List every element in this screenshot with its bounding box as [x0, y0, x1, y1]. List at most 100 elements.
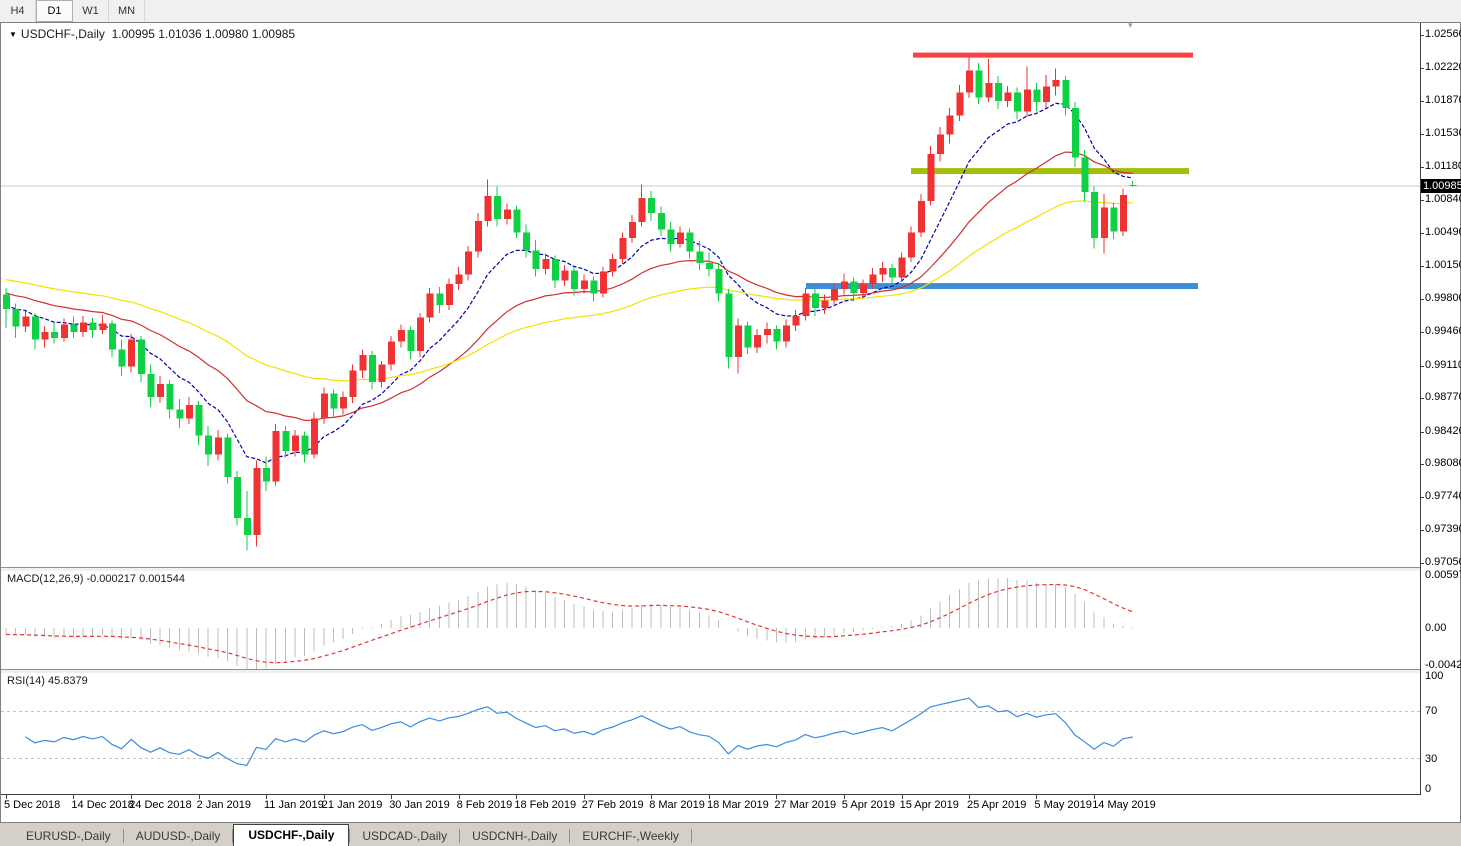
chart-window: ▼ USDCHF-,Daily 1.00995 1.01036 1.00980 1…	[0, 20, 1461, 823]
macd-axis-label: 0.00	[1425, 622, 1447, 634]
price-axis-tick	[1420, 496, 1424, 498]
chart-tab-eurusd[interactable]: EURUSD-,Daily	[26, 829, 111, 843]
chart-tab-usdcnh[interactable]: USDCNH-,Daily	[472, 829, 558, 843]
price-axis-label: 0.99800	[1425, 292, 1461, 305]
price-axis-label: 0.97390	[1425, 523, 1461, 536]
timeframe-button-h4[interactable]: H4	[0, 0, 36, 22]
price-axis-tick	[1420, 233, 1424, 235]
date-axis-label: 14 Dec 2018	[71, 799, 134, 811]
date-axis-label: 5 Apr 2019	[841, 799, 896, 811]
current-price-tag: 1.00985	[1421, 178, 1461, 193]
rsi-axis-label: 70	[1425, 705, 1438, 718]
tab-separator	[349, 829, 351, 843]
date-axis-label: 8 Feb 2019	[456, 799, 513, 811]
support-line[interactable]	[806, 283, 1198, 290]
date-axis-tick	[323, 795, 325, 799]
chart-tab-eurchf[interactable]: EURCHF-,Weekly	[582, 829, 679, 843]
price-axis[interactable]	[1421, 23, 1458, 794]
date-axis-tick	[969, 795, 970, 799]
date-axis-label: 2 Jan 2019	[196, 799, 252, 811]
macd-label: MACD(12,26,9) -0.000217 0.001544	[7, 573, 185, 585]
rsi-line	[24, 697, 1133, 767]
price-axis-tick	[1420, 101, 1424, 103]
date-axis-tick	[708, 795, 710, 799]
date-axis-tick	[391, 795, 393, 799]
tab-separator	[690, 829, 692, 843]
chart-tab-audusd[interactable]: AUDUSD-,Daily	[135, 829, 221, 843]
date-axis-label: 27 Mar 2019	[774, 799, 837, 811]
date-axis-tick	[266, 795, 267, 799]
ma-mid-line	[5, 151, 1133, 422]
timeframe-button-d1[interactable]: D1	[36, 0, 73, 22]
date-axis-label: 21 Jan 2019	[321, 799, 383, 811]
candlestick-series	[3, 55, 1137, 551]
macd-pane[interactable]: MACD(12,26,9) -0.000217 0.001544	[1, 571, 1421, 669]
price-axis-label: 1.01180	[1425, 160, 1461, 173]
macd-histogram	[5, 578, 1134, 669]
date-axis-tick	[776, 795, 778, 799]
date-axis-label: 8 Mar 2019	[649, 799, 705, 811]
date-axis-label: 30 Jan 2019	[389, 799, 450, 811]
price-axis-tick	[1420, 431, 1424, 433]
macd-canvas[interactable]	[1, 571, 1421, 669]
symbol-dropdown-icon[interactable]: ▼	[9, 30, 17, 39]
tab-separator	[459, 829, 461, 843]
rsi-pane[interactable]: RSI(14) 45.8379	[1, 673, 1421, 795]
price-axis-label: 1.02560	[1425, 28, 1461, 40]
tab-separator	[569, 829, 571, 843]
date-axis-label: 14 May 2019	[1092, 799, 1156, 811]
rsi-canvas[interactable]	[1, 673, 1421, 795]
price-axis-label: 0.98080	[1425, 457, 1461, 470]
time-axis-line	[1, 794, 1421, 795]
date-axis-label: 15 Apr 2019	[899, 799, 959, 811]
price-axis-label: 0.98420	[1425, 424, 1461, 437]
price-axis-tick	[1420, 35, 1424, 36]
date-axis-tick	[843, 795, 845, 799]
date-axis-label: 11 Jan 2019	[264, 799, 324, 811]
date-axis-label: 24 Dec 2018	[129, 799, 192, 811]
price-axis-tick	[1420, 332, 1424, 334]
timeframe-button-w1[interactable]: W1	[73, 0, 109, 22]
price-axis-tick	[1420, 265, 1424, 267]
macd-signal-line	[5, 583, 1133, 664]
price-axis-label: 0.99110	[1425, 358, 1461, 371]
price-axis-tick	[1420, 563, 1424, 564]
price-axis-tick	[1420, 398, 1424, 400]
price-axis-label: 1.00490	[1425, 226, 1461, 239]
rsi-axis-label: 0	[1425, 783, 1432, 795]
chart-title: ▼ USDCHF-,Daily 1.00995 1.01036 1.00980 1…	[9, 27, 295, 41]
timeframe-button-mn[interactable]: MN	[109, 0, 145, 22]
date-axis-tick	[583, 795, 585, 799]
macd-axis-label: 0.00597	[1425, 569, 1461, 582]
chart-tab-usdcad[interactable]: USDCAD-,Daily	[362, 829, 448, 843]
main-chart-pane[interactable]: ▼ USDCHF-,Daily 1.00995 1.01036 1.00980 1…	[1, 20, 1421, 567]
price-axis-tick	[1420, 133, 1424, 135]
price-axis-label: 0.98770	[1425, 391, 1461, 404]
date-axis-label: 5 May 2019	[1034, 799, 1092, 811]
main-chart-canvas[interactable]	[1, 23, 1421, 567]
resistance-line[interactable]	[913, 52, 1193, 58]
price-axis-label: 1.01530	[1425, 126, 1461, 139]
date-axis-tick	[1036, 795, 1038, 799]
date-axis-tick	[73, 795, 75, 799]
price-axis-tick	[1420, 530, 1424, 532]
price-axis-label: 0.99460	[1425, 325, 1461, 338]
date-axis-tick	[1094, 795, 1096, 799]
ma-slow-line	[5, 200, 1133, 382]
price-axis-label: 0.97050	[1425, 556, 1461, 568]
date-axis-tick	[458, 795, 460, 799]
price-axis-label: 1.01870	[1425, 94, 1461, 107]
chart-tab-usdchf[interactable]: USDCHF-,Daily	[233, 824, 350, 846]
ma-fast-line	[5, 102, 1133, 464]
price-axis-tick	[1420, 67, 1424, 69]
date-axis-label: 27 Feb 2019	[581, 799, 644, 811]
date-axis-tick	[131, 795, 133, 799]
date-axis-tick	[651, 795, 653, 799]
broken-support-line[interactable]	[911, 168, 1189, 175]
price-axis-tick	[1420, 167, 1424, 169]
price-axis-label: 1.00150	[1425, 258, 1461, 271]
date-axis-label: 18 Feb 2019	[514, 799, 577, 811]
price-axis-tick	[1420, 199, 1424, 201]
tab-separator	[232, 829, 234, 843]
